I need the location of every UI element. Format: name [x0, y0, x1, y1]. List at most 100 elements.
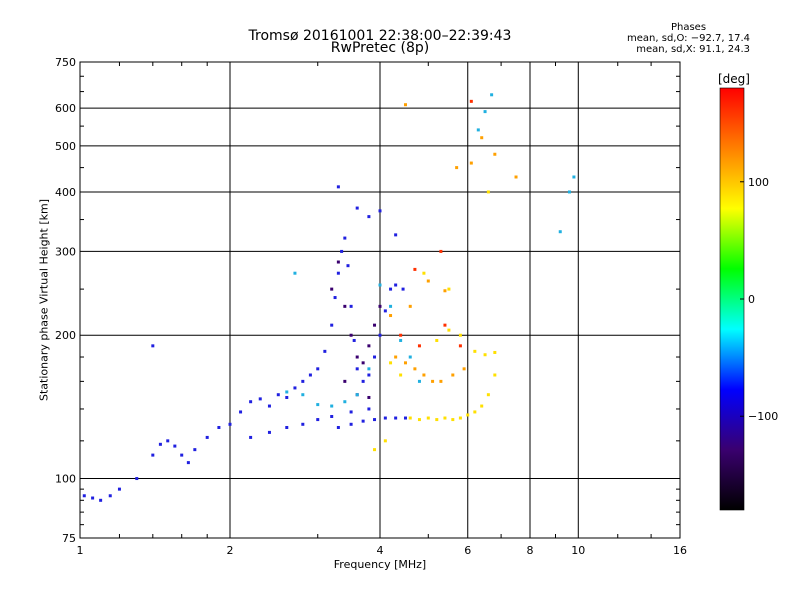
data-point: [469, 99, 473, 103]
data-point: [367, 367, 371, 371]
data-point: [567, 190, 571, 194]
data-point: [323, 349, 327, 353]
data-point: [443, 323, 447, 327]
data-point: [417, 379, 421, 383]
data-point: [151, 453, 155, 457]
grid-layer: [80, 62, 680, 538]
data-point: [435, 418, 439, 422]
data-point: [408, 304, 412, 308]
data-point: [439, 379, 443, 383]
data-point: [458, 416, 462, 420]
data-point: [469, 161, 473, 165]
data-point: [340, 249, 344, 253]
y-tick-label: 600: [55, 102, 76, 115]
data-point: [367, 344, 371, 348]
data-point: [336, 185, 340, 189]
data-point: [493, 373, 497, 377]
data-point: [217, 425, 221, 429]
data-point: [473, 349, 477, 353]
data-point: [343, 400, 347, 404]
data-point: [493, 350, 497, 354]
data-point: [346, 264, 350, 268]
data-point: [316, 367, 320, 371]
data-point: [333, 296, 337, 300]
y-tick-label: 400: [55, 186, 76, 199]
data-point: [399, 333, 403, 337]
data-point: [352, 338, 356, 342]
data-point: [343, 304, 347, 308]
data-point: [316, 403, 320, 407]
data-point: [466, 413, 470, 417]
x-tick-label: 16: [673, 544, 687, 557]
data-point: [413, 367, 417, 371]
colorbar-tick-label: −100: [748, 410, 778, 423]
data-point: [301, 379, 305, 383]
data-point: [490, 93, 494, 97]
data-point: [258, 397, 262, 401]
data-point: [239, 410, 243, 414]
data-point: [158, 442, 162, 446]
data-point: [483, 353, 487, 357]
data-point: [267, 430, 271, 434]
ticks-layer: 1 2 4 6 8 10 16 75 100 200 300 400 500 600 750: [55, 56, 687, 557]
data-point: [349, 422, 353, 426]
data-point: [330, 287, 334, 291]
chart-title-line1: Tromsø 20161001 22:38:00–22:39:43: [248, 28, 512, 44]
colorbar-ticks: 100 0 −100: [740, 176, 778, 423]
data-point: [389, 361, 393, 365]
data-point: [378, 283, 382, 287]
data-point: [173, 444, 177, 448]
data-point: [180, 453, 184, 457]
data-point: [193, 448, 197, 452]
data-point: [82, 494, 86, 498]
data-point: [378, 209, 382, 213]
data-point: [426, 416, 430, 420]
data-point: [249, 435, 253, 439]
data-point: [361, 379, 365, 383]
data-point: [455, 166, 459, 170]
data-point: [558, 230, 562, 234]
y-tick-label: 100: [55, 473, 76, 486]
data-point: [373, 355, 377, 359]
data-point: [447, 328, 451, 332]
data-point: [422, 271, 426, 275]
data-point: [361, 361, 365, 365]
data-point: [267, 404, 271, 408]
data-point: [389, 314, 393, 318]
data-point: [316, 418, 320, 422]
colorbar-label: [deg]: [718, 72, 750, 86]
x-tick-label: 1: [77, 544, 84, 557]
data-point: [476, 128, 480, 132]
data-point: [361, 419, 365, 423]
data-point: [378, 333, 382, 337]
data-point: [330, 323, 334, 327]
data-point: [285, 425, 289, 429]
data-point: [462, 367, 466, 371]
data-point: [443, 289, 447, 293]
data-point: [330, 414, 334, 418]
data-point: [117, 487, 121, 491]
data-point: [108, 494, 112, 498]
points-layer: [82, 93, 576, 502]
data-point: [426, 279, 430, 283]
data-point: [367, 395, 371, 399]
plot-frame: [79, 61, 681, 539]
data-point: [336, 425, 340, 429]
phase-statistics: Phases mean, sd,O: −92.7, 17.4 mean, sd,…: [627, 22, 750, 55]
x-tick-label: 6: [464, 544, 471, 557]
colorbar-tick-label: 0: [748, 293, 755, 306]
colorbar: [719, 87, 745, 511]
data-point: [355, 355, 359, 359]
data-point: [378, 304, 382, 308]
data-point: [355, 367, 359, 371]
data-point: [349, 410, 353, 414]
y-tick-label: 750: [55, 56, 76, 69]
phase-stat-o: mean, sd,O: −92.7, 17.4: [627, 33, 750, 44]
data-point: [91, 496, 95, 500]
data-point: [349, 333, 353, 337]
data-point: [367, 407, 371, 411]
data-point: [343, 379, 347, 383]
data-point: [408, 416, 412, 420]
data-point: [285, 395, 289, 399]
phase-heading: Phases: [670, 22, 707, 33]
